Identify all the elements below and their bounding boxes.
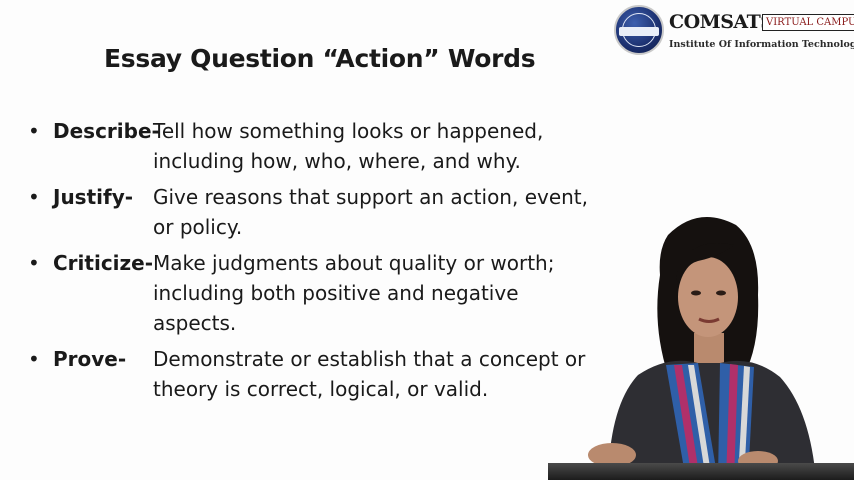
- list-item-describe: • Describe- Tell how something looks or …: [28, 116, 588, 176]
- term-prove: Prove-: [53, 347, 127, 371]
- presenter-figure: [588, 217, 816, 480]
- list-item-prove: • Prove- Demonstrate or establish that a…: [28, 344, 588, 404]
- logo-subtitle: Institute Of Information Technology: [669, 39, 854, 50]
- slide-title: Essay Question “Action” Words: [104, 44, 536, 73]
- definition-describe: Tell how something looks or happened, in…: [153, 119, 544, 173]
- bullet-icon: •: [28, 347, 40, 371]
- podium-desk: [548, 463, 854, 480]
- logo-name: COMSATS: [669, 11, 774, 33]
- list-item-justify: • Justify- Give reasons that support an …: [28, 182, 588, 242]
- definition-criticize: Make judgments about quality or worth; i…: [153, 251, 555, 335]
- term-criticize: Criticize-: [53, 251, 154, 275]
- comsats-seal-icon: [614, 5, 664, 55]
- bullet-icon: •: [28, 251, 40, 275]
- term-justify: Justify-: [53, 185, 134, 209]
- comsats-logo: COMSATS VIRTUAL CAMPUS Institute Of Info…: [614, 5, 854, 55]
- action-words-list: • Describe- Tell how something looks or …: [28, 116, 588, 410]
- bullet-icon: •: [28, 119, 40, 143]
- definition-justify: Give reasons that support an action, eve…: [153, 185, 589, 239]
- term-describe: Describe-: [53, 119, 160, 143]
- list-item-criticize: • Criticize- Make judgments about qualit…: [28, 248, 588, 338]
- bullet-icon: •: [28, 185, 40, 209]
- definition-prove: Demonstrate or establish that a concept …: [153, 347, 586, 401]
- logo-tag: VIRTUAL CAMPUS: [762, 14, 854, 31]
